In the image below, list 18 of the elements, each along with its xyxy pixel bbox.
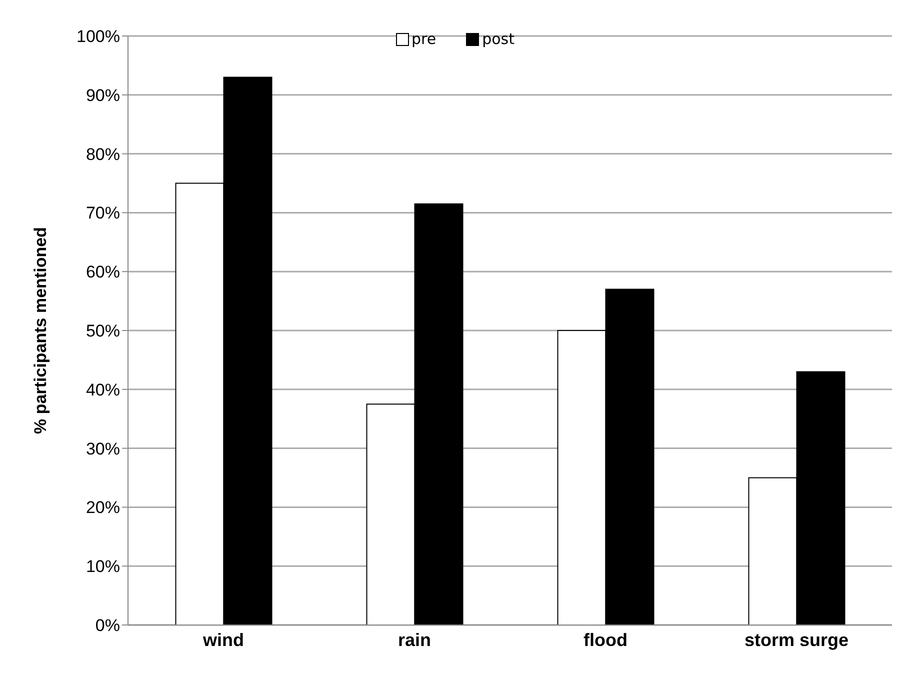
x-tick-label: rain: [398, 630, 432, 650]
x-tick-label: storm surge: [744, 630, 849, 650]
y-tick-label: 90%: [86, 86, 120, 105]
legend-label: post: [481, 30, 514, 48]
y-tick-label: 70%: [86, 204, 120, 223]
y-tick-label: 50%: [86, 322, 120, 341]
legend-label: pre: [410, 30, 436, 48]
y-tick-label: 20%: [86, 498, 120, 518]
y-axis-title: % participants mentioned: [31, 227, 50, 434]
y-tick-label: 30%: [86, 439, 120, 458]
y-tick-label: 10%: [86, 557, 120, 576]
y-tick-label: 100%: [76, 27, 120, 46]
y-tick-label: 0%: [95, 616, 120, 636]
y-tick-label: 80%: [86, 144, 120, 164]
y-tick-label: 40%: [86, 380, 120, 400]
x-tick-label: flood: [584, 630, 628, 650]
y-tick-label: 60%: [86, 262, 120, 282]
x-tick-label: wind: [202, 630, 244, 650]
